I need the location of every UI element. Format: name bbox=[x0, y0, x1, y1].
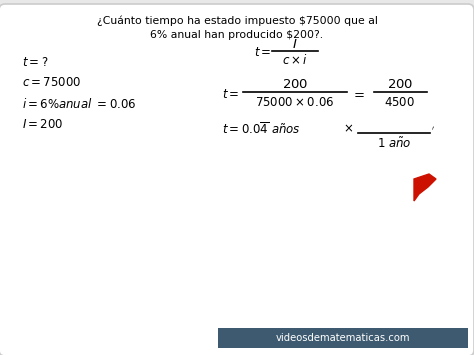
Text: $t =$: $t =$ bbox=[222, 88, 239, 102]
Text: $t =$: $t =$ bbox=[254, 47, 272, 60]
Text: $I$: $I$ bbox=[292, 38, 298, 50]
Text: ¿Cuánto tiempo ha estado impuesto $75000 que al: ¿Cuánto tiempo ha estado impuesto $75000… bbox=[97, 16, 377, 26]
Bar bbox=[218, 328, 468, 348]
Text: $I = 200$: $I = 200$ bbox=[22, 119, 64, 131]
Text: $1\ \mathit{a\~{n}o}$: $1\ \mathit{a\~{n}o}$ bbox=[377, 137, 411, 151]
Text: $i = 6\%\mathit{anual}\ = 0.06$: $i = 6\%\mathit{anual}\ = 0.06$ bbox=[22, 97, 137, 111]
Polygon shape bbox=[414, 174, 436, 201]
Text: $4500$: $4500$ bbox=[384, 95, 416, 109]
Text: $'$: $'$ bbox=[431, 125, 435, 135]
Text: $t = ?$: $t = ?$ bbox=[22, 56, 48, 70]
Text: videosdematematicas.com: videosdematematicas.com bbox=[276, 333, 410, 343]
Text: 6% anual han producido $200?.: 6% anual han producido $200?. bbox=[150, 30, 324, 40]
Text: $\times$: $\times$ bbox=[343, 122, 353, 136]
Text: $200$: $200$ bbox=[387, 78, 413, 92]
Text: $75000 \times 0.06$: $75000 \times 0.06$ bbox=[255, 95, 335, 109]
Text: $200$: $200$ bbox=[282, 78, 308, 92]
Text: $c = 75000$: $c = 75000$ bbox=[22, 76, 82, 89]
FancyBboxPatch shape bbox=[0, 4, 474, 355]
Text: $t = 0.0\overline{4}\ \mathit{a\~{n}os}$: $t = 0.0\overline{4}\ \mathit{a\~{n}os}$ bbox=[222, 121, 301, 137]
Text: $c \times i$: $c \times i$ bbox=[282, 53, 308, 67]
Text: $=$: $=$ bbox=[351, 87, 365, 100]
